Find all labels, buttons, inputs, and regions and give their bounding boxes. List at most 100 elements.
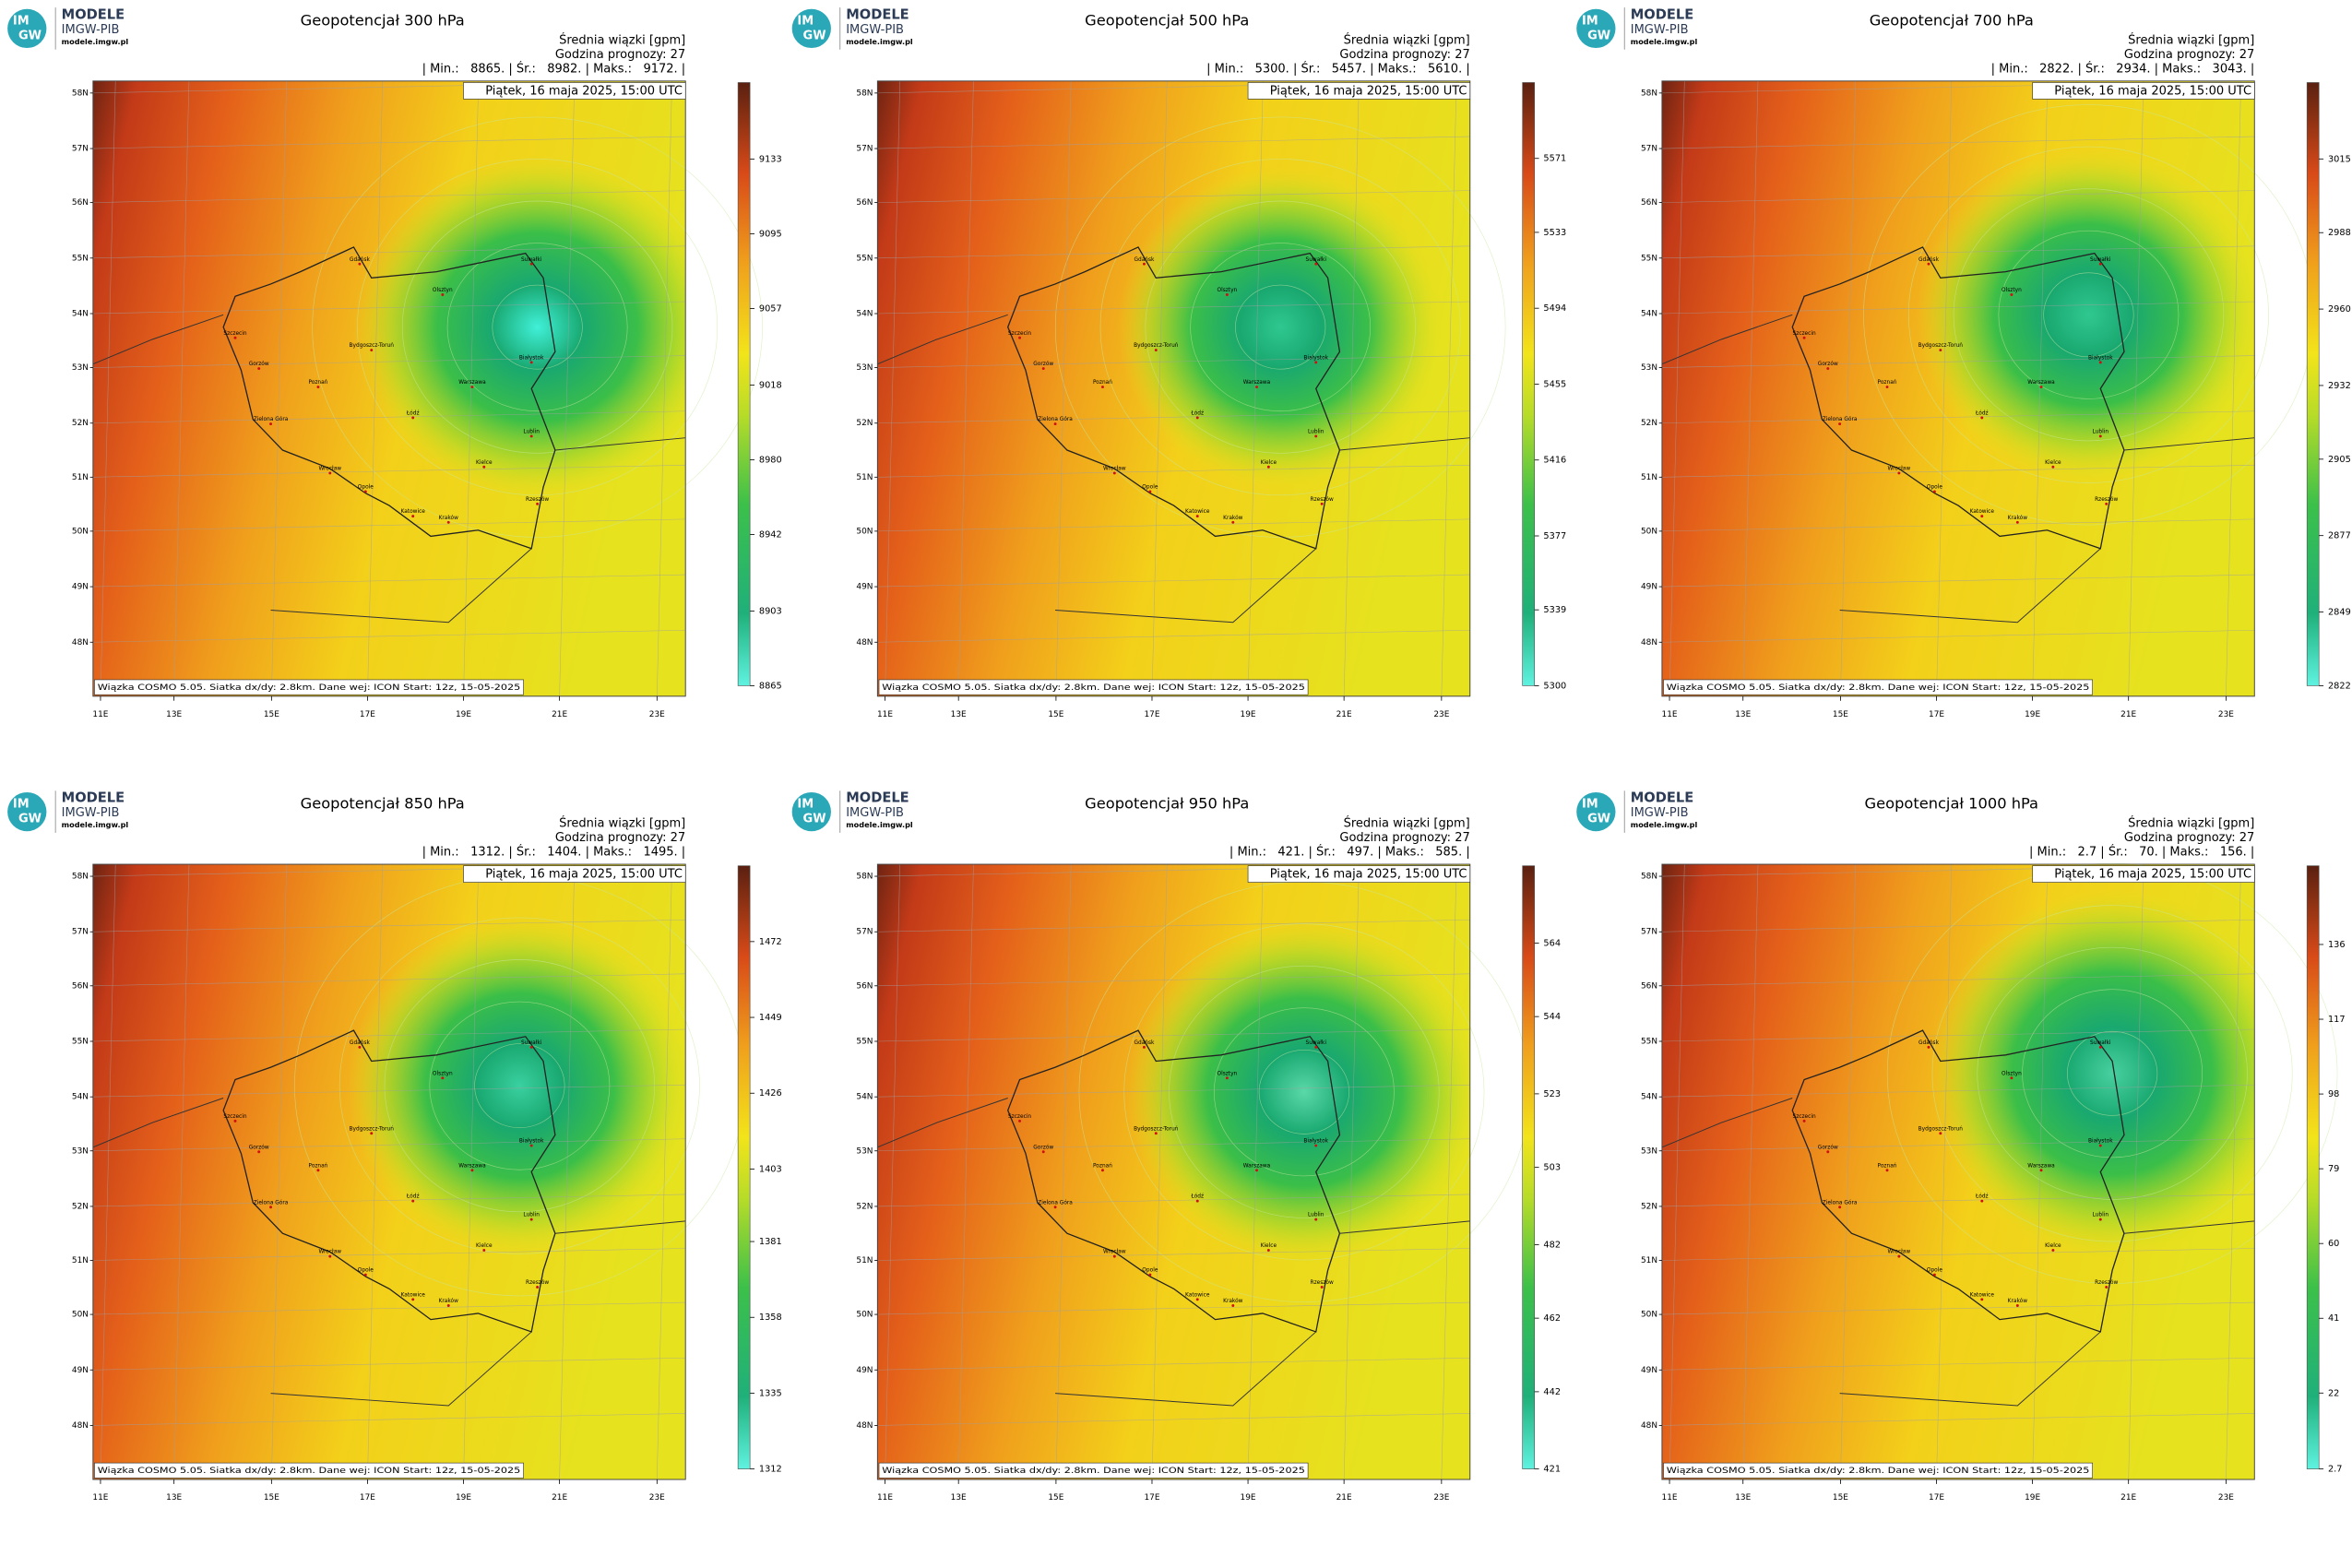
lat-label: 49N <box>72 1366 89 1375</box>
city-dot <box>1195 515 1199 518</box>
logo-name: MODELE <box>62 6 125 22</box>
footer: Wiązka COSMO 5.05. Siatka dx/dy: 2.8km. … <box>1667 683 2090 693</box>
logo-url: modele.imgw.pl <box>62 37 129 46</box>
colorbar-label: 421 <box>1543 1465 1561 1475</box>
colorbar <box>1522 865 1536 1469</box>
ensemble-label: Średnia wiązki [gpm] <box>559 816 685 831</box>
city-label: Lublin <box>523 1213 540 1218</box>
logo-badge <box>791 8 831 49</box>
city-dot <box>470 1169 474 1172</box>
city-dot <box>1053 1206 1057 1209</box>
city-dot <box>1320 502 1324 505</box>
city-dot <box>1932 1273 1936 1277</box>
lon-label: 13E <box>951 710 967 719</box>
lon-label: 11E <box>877 710 893 719</box>
graticule <box>2226 80 2241 696</box>
forecast-hour: Godzina prognozy: 27 <box>1339 831 1469 845</box>
graticule <box>1840 864 1856 1480</box>
city-label: Warszawa <box>2027 1163 2055 1169</box>
city-label: Łódź <box>1190 410 1204 417</box>
lat-label: 58N <box>856 873 873 882</box>
city-label: Lublin <box>1308 430 1324 435</box>
stats: | Min.: 2822. | Śr.: 2934. | Maks.: 3043… <box>1991 61 2255 76</box>
colorbar-label: 22 <box>2328 1388 2339 1398</box>
logo-letters: GW <box>1587 813 1610 826</box>
contour-line <box>312 116 763 538</box>
logo-name: MODELE <box>1631 6 1693 22</box>
contour-line <box>474 1043 565 1129</box>
city-label: Bydgoszcz-Toruń <box>1134 342 1179 349</box>
lon-label: 21E <box>552 1493 567 1503</box>
city-label: Gorzów <box>249 361 269 367</box>
graticule <box>92 355 686 368</box>
contour-line <box>1886 862 2338 1284</box>
colorbar-label: 5377 <box>1543 531 1566 541</box>
lat-label: 48N <box>856 1421 873 1431</box>
lat-label: 58N <box>1641 873 1657 882</box>
contour-line <box>1931 905 2293 1242</box>
graticule <box>877 190 1470 203</box>
city-dot <box>1320 1286 1324 1289</box>
lat-label: 50N <box>72 527 89 536</box>
city-label: Wrocław <box>1888 1250 1911 1255</box>
colorbar-label: 1449 <box>759 1013 782 1023</box>
lon-label: 17E <box>360 710 375 719</box>
city-label: Warszawa <box>458 380 486 386</box>
contour-line <box>357 159 719 496</box>
colorbar <box>2306 82 2320 686</box>
colorbar-label: 5455 <box>1543 379 1566 389</box>
graticule <box>173 864 190 1480</box>
city-dot <box>233 336 237 339</box>
graticule <box>559 80 576 696</box>
lat-label: 57N <box>1641 928 1657 937</box>
contour-line <box>1213 1007 1395 1177</box>
city-dot <box>2098 361 2102 364</box>
graticule <box>100 80 116 696</box>
city-label: Suwałki <box>1306 257 1327 263</box>
city-dot <box>1885 1169 1889 1172</box>
city-dot <box>257 367 261 371</box>
city-label: Opole <box>1927 1268 1943 1274</box>
city-dot <box>1314 1218 1318 1221</box>
graticule <box>877 1138 1470 1152</box>
country-border <box>1791 1029 2125 1333</box>
graticule <box>1661 1248 2255 1261</box>
city-dot <box>2098 1045 2102 1049</box>
graticule <box>1669 80 1685 696</box>
city-dot <box>1018 1119 1022 1123</box>
graticule <box>877 301 1470 315</box>
city-dot <box>1041 367 1045 371</box>
city-dot <box>2098 434 2102 438</box>
lat-label: 57N <box>72 145 89 154</box>
panel-title: Geopotencjał 950 hPa <box>1085 794 1249 812</box>
low-pressure-field <box>1661 80 2255 696</box>
lat-label: 49N <box>856 583 873 592</box>
city-label: Olsztyn <box>1217 1071 1237 1076</box>
city-dot <box>370 1132 374 1135</box>
city-label: Warszawa <box>1243 1163 1271 1169</box>
lat-label: 52N <box>856 419 873 428</box>
graticule <box>657 864 672 1480</box>
city-label: Katowice <box>1970 1292 1995 1298</box>
city-dot <box>1112 471 1116 475</box>
colorbar-label: 2.7 <box>2328 1465 2343 1475</box>
contour-line <box>2043 272 2134 358</box>
city-label: Łódź <box>406 410 420 417</box>
city-dot <box>1101 386 1104 389</box>
valid-time: Piątek, 16 maja 2025, 15:00 UTC <box>485 84 683 98</box>
graticule <box>1742 864 1759 1480</box>
colorbar-label: 136 <box>2328 940 2346 950</box>
city-label: Zielona Góra <box>1038 416 1073 422</box>
lat-label: 51N <box>1641 473 1657 482</box>
graticule <box>92 1248 686 1261</box>
city-dot <box>529 1045 533 1049</box>
city-dot <box>1838 1206 1842 1209</box>
graticule <box>1661 574 2255 588</box>
lat-label: 55N <box>72 1037 89 1046</box>
lat-label: 48N <box>1641 1421 1657 1431</box>
city-label: Warszawa <box>1243 380 1271 386</box>
city-label: Olsztyn <box>433 1071 453 1076</box>
lon-label: 19E <box>456 1493 471 1503</box>
valid-time: Piątek, 16 maja 2025, 15:00 UTC <box>2054 868 2251 882</box>
contour-line <box>1190 243 1372 412</box>
